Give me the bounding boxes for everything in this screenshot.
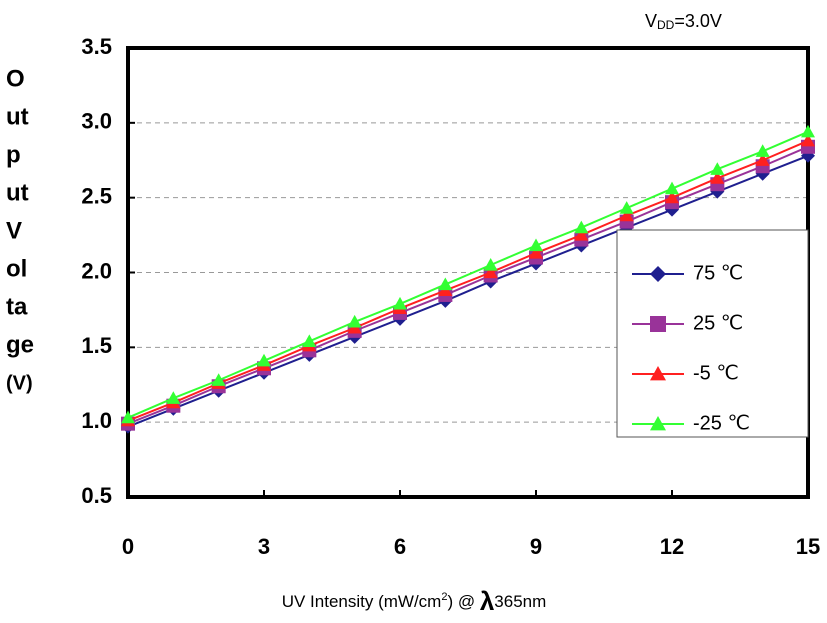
x-label-sup: 2 bbox=[441, 591, 447, 603]
annotation-base: V bbox=[645, 11, 657, 31]
marker bbox=[347, 314, 362, 328]
marker bbox=[665, 181, 679, 195]
marker bbox=[166, 391, 181, 404]
y-tick-label: 1.0 bbox=[81, 408, 112, 433]
x-tick-label: 12 bbox=[660, 534, 684, 559]
x-label-lambda: λ bbox=[480, 586, 495, 616]
legend-label: 75 ℃ bbox=[693, 262, 743, 284]
marker bbox=[801, 133, 815, 147]
y-tick-label: 3.0 bbox=[81, 109, 112, 134]
marker bbox=[483, 258, 498, 271]
y-axis-label: ut bbox=[6, 179, 29, 206]
marker bbox=[801, 124, 815, 138]
y-axis-label: p bbox=[6, 141, 21, 168]
marker bbox=[619, 201, 634, 214]
x-label-part: 365nm bbox=[494, 592, 546, 611]
y-axis-label: V bbox=[6, 217, 22, 244]
marker bbox=[438, 277, 453, 291]
marker bbox=[211, 373, 226, 386]
x-tick-label: 9 bbox=[530, 534, 542, 559]
series-line bbox=[127, 154, 809, 428]
marker bbox=[665, 190, 679, 204]
legend-marker bbox=[650, 366, 666, 381]
marker bbox=[710, 162, 725, 175]
legend-marker bbox=[650, 266, 666, 282]
y-tick-label: 0.5 bbox=[81, 483, 112, 508]
legend-marker bbox=[650, 316, 666, 332]
y-axis-label: (V) bbox=[6, 372, 33, 394]
legend-marker bbox=[650, 416, 666, 431]
x-tick-label: 6 bbox=[394, 534, 406, 559]
annotation-sub: DD bbox=[657, 18, 675, 32]
marker bbox=[121, 410, 135, 424]
legend-label: -5 ℃ bbox=[693, 362, 739, 384]
marker bbox=[574, 228, 589, 241]
y-tick-label: 2.5 bbox=[81, 183, 112, 208]
series-line bbox=[127, 139, 809, 422]
marker bbox=[755, 144, 770, 157]
marker bbox=[710, 171, 725, 184]
y-tick-label: 3.5 bbox=[81, 34, 112, 59]
y-axis-label: ge bbox=[6, 331, 34, 358]
series-line bbox=[127, 145, 809, 425]
legend-label: 25 ℃ bbox=[693, 312, 743, 334]
marker bbox=[302, 334, 317, 347]
marker bbox=[619, 208, 634, 222]
x-axis-label: UV Intensity (mW/cm2) @ λ365nm bbox=[282, 586, 547, 616]
y-tick-label: 2.0 bbox=[81, 258, 112, 283]
marker bbox=[393, 296, 407, 310]
marker bbox=[529, 246, 543, 259]
y-tick-label: 1.5 bbox=[81, 333, 112, 358]
annotation-rest: =3.0V bbox=[674, 11, 722, 31]
x-tick-label: 15 bbox=[796, 534, 820, 559]
series-line bbox=[127, 130, 809, 419]
marker bbox=[755, 153, 770, 166]
y-axis-label: ta bbox=[6, 293, 28, 320]
x-label-part: UV Intensity (mW/cm bbox=[282, 592, 442, 611]
marker bbox=[483, 265, 498, 279]
legend-label: -25 ℃ bbox=[693, 412, 750, 434]
marker bbox=[574, 220, 589, 234]
x-label-part: ) @ bbox=[447, 592, 479, 611]
legend-box bbox=[616, 229, 809, 438]
y-axis-label: ol bbox=[6, 255, 27, 282]
marker bbox=[529, 238, 543, 252]
x-tick-label: 3 bbox=[258, 534, 270, 559]
annotation: VDD=3.0V bbox=[645, 11, 722, 32]
x-tick-label: 0 bbox=[122, 534, 134, 559]
y-axis-label: O bbox=[6, 65, 25, 92]
y-axis-label: ut bbox=[6, 103, 29, 130]
marker bbox=[257, 353, 271, 367]
